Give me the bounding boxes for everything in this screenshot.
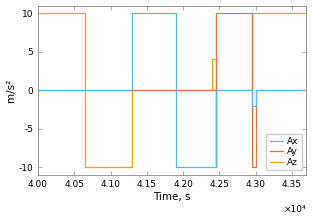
Az: [250, 12, 254, 15]
Legend: Ax, Ay, Az: Ax, Ay, Az: [266, 134, 302, 170]
Ax: [36, 89, 40, 92]
Ay: [214, 89, 217, 92]
Ay: [215, 12, 218, 15]
Ax: [250, 89, 254, 92]
Line: Ax: Ax: [38, 13, 306, 167]
Y-axis label: m/s²: m/s²: [6, 79, 16, 102]
Ay: [36, 89, 40, 92]
Az: [36, 12, 40, 15]
Ax: [254, 104, 257, 107]
Ax: [250, 104, 254, 107]
Ax: [174, 12, 178, 15]
Ax: [130, 12, 134, 15]
Az: [214, 58, 217, 61]
Text: ×10⁴: ×10⁴: [284, 205, 306, 214]
X-axis label: Time, s: Time, s: [154, 192, 191, 202]
Ax: [214, 166, 217, 169]
Ax: [305, 89, 308, 92]
Az: [210, 89, 214, 92]
Line: Ay: Ay: [38, 13, 306, 167]
Az: [250, 89, 254, 92]
Ax: [130, 89, 134, 92]
Ay: [215, 166, 218, 169]
Az: [305, 12, 308, 15]
Ay: [214, 166, 217, 169]
Az: [130, 166, 134, 169]
Ax: [214, 89, 217, 92]
Line: Az: Az: [38, 13, 306, 167]
Ay: [250, 166, 254, 169]
Az: [214, 89, 217, 92]
Ax: [174, 166, 178, 169]
Az: [210, 58, 214, 61]
Ay: [254, 89, 257, 92]
Az: [83, 12, 87, 15]
Az: [83, 166, 87, 169]
Az: [130, 89, 134, 92]
Ay: [305, 89, 308, 92]
Ay: [250, 12, 254, 15]
Ax: [254, 89, 257, 92]
Ay: [254, 166, 257, 169]
